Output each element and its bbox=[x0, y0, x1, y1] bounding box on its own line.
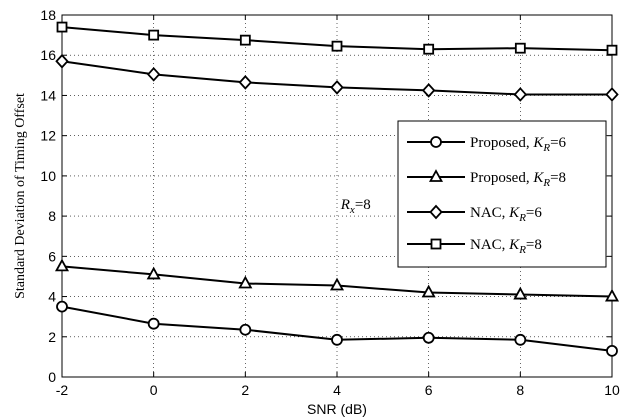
legend-label-eq: =8 bbox=[526, 237, 542, 253]
data-point-triangle bbox=[513, 286, 528, 300]
data-point-circle bbox=[239, 323, 252, 336]
legend-label-k: K bbox=[508, 237, 520, 253]
data-point-square bbox=[331, 40, 343, 52]
legend-marker-circle bbox=[430, 136, 442, 148]
data-point-square bbox=[56, 21, 68, 33]
x-tick-label: 0 bbox=[150, 382, 158, 398]
legend-label-sub: R bbox=[518, 244, 526, 256]
y-axis-label: Standard Deviation of Timing Offset bbox=[13, 93, 28, 299]
legend-entry: NAC, KR=8 bbox=[407, 237, 542, 256]
annotation-main: R bbox=[340, 197, 350, 213]
y-tick-label: 10 bbox=[40, 168, 56, 184]
series-circle bbox=[56, 300, 618, 357]
y-tick-label: 12 bbox=[40, 128, 56, 144]
legend-label-sub: R bbox=[518, 212, 526, 224]
x-tick-label: 4 bbox=[333, 382, 341, 398]
legend-label: Proposed, KR=8 bbox=[470, 170, 566, 189]
data-point-square bbox=[514, 42, 526, 54]
data-point-diamond bbox=[330, 80, 344, 95]
data-point-circle bbox=[331, 333, 343, 346]
y-tick-label: 8 bbox=[48, 208, 56, 224]
legend-label-sub: R bbox=[542, 142, 550, 154]
y-tick-label: 6 bbox=[48, 248, 56, 264]
data-point-diamond bbox=[605, 87, 619, 102]
y-tick-label: 16 bbox=[40, 47, 56, 63]
data-point-circle bbox=[514, 333, 527, 346]
data-point-triangle bbox=[238, 275, 253, 289]
legend-label-main: NAC, bbox=[470, 205, 509, 221]
x-tick-label: -2 bbox=[56, 382, 69, 398]
x-tick-label: 2 bbox=[241, 382, 249, 398]
annotation-rest: =8 bbox=[355, 197, 371, 213]
legend-label-k: K bbox=[532, 170, 544, 186]
legend-marker-diamond bbox=[429, 204, 443, 220]
data-point-diamond bbox=[513, 87, 528, 102]
data-point-triangle bbox=[329, 277, 345, 291]
legend-label-main: Proposed, bbox=[470, 135, 533, 151]
legend-entry: Proposed, KR=6 bbox=[407, 135, 567, 154]
annotation-sub: x bbox=[349, 204, 355, 216]
data-point-triangle bbox=[421, 284, 436, 298]
series-square bbox=[56, 21, 618, 56]
data-point-square bbox=[606, 44, 618, 56]
legend-entry: Proposed, KR=8 bbox=[407, 169, 566, 189]
legend-label-eq: =6 bbox=[526, 205, 542, 221]
data-point-circle bbox=[606, 344, 618, 357]
data-point-diamond bbox=[146, 66, 161, 82]
series-triangle bbox=[54, 258, 620, 302]
data-point-square bbox=[148, 29, 160, 41]
y-tick-label: 14 bbox=[40, 87, 56, 103]
legend-label-main: Proposed, bbox=[470, 170, 533, 186]
x-axis-label: SNR (dB) bbox=[307, 401, 367, 417]
data-point-diamond bbox=[238, 75, 253, 90]
data-point-diamond bbox=[421, 83, 436, 98]
y-tick-label: 2 bbox=[48, 329, 56, 345]
legend-entry: NAC, KR=6 bbox=[407, 204, 542, 224]
legend-marker-square bbox=[430, 238, 442, 250]
x-tick-label: 8 bbox=[516, 382, 524, 398]
data-point-triangle bbox=[604, 288, 620, 302]
data-point-circle bbox=[56, 300, 68, 313]
series-layer bbox=[54, 21, 620, 357]
legend-label-main: NAC, bbox=[470, 237, 509, 253]
legend-marker-triangle bbox=[428, 169, 444, 182]
x-tick-label: 10 bbox=[604, 382, 620, 398]
data-point-circle bbox=[422, 331, 435, 344]
series-diamond bbox=[55, 53, 619, 102]
data-point-circle bbox=[147, 317, 160, 330]
legend-label: NAC, KR=8 bbox=[470, 237, 542, 256]
y-tick-label: 0 bbox=[48, 369, 56, 385]
legend-label-eq: =6 bbox=[550, 135, 566, 151]
data-point-triangle bbox=[146, 266, 161, 280]
x-tick-label: 6 bbox=[425, 382, 433, 398]
data-point-diamond bbox=[55, 53, 69, 69]
y-tick-label: 18 bbox=[40, 7, 56, 23]
legend-label-sub: R bbox=[542, 177, 550, 189]
legend-label-k: K bbox=[532, 135, 544, 151]
y-tick-label: 4 bbox=[48, 289, 56, 305]
data-point-square bbox=[239, 34, 251, 46]
legend-label-k: K bbox=[508, 205, 520, 221]
legend-label: NAC, KR=6 bbox=[470, 205, 542, 224]
data-point-triangle bbox=[54, 258, 70, 272]
data-point-square bbox=[423, 43, 435, 55]
legend-label: Proposed, KR=6 bbox=[470, 135, 567, 154]
annotation-rx: Rx=8 bbox=[340, 197, 371, 216]
legend-label-eq: =8 bbox=[550, 170, 566, 186]
